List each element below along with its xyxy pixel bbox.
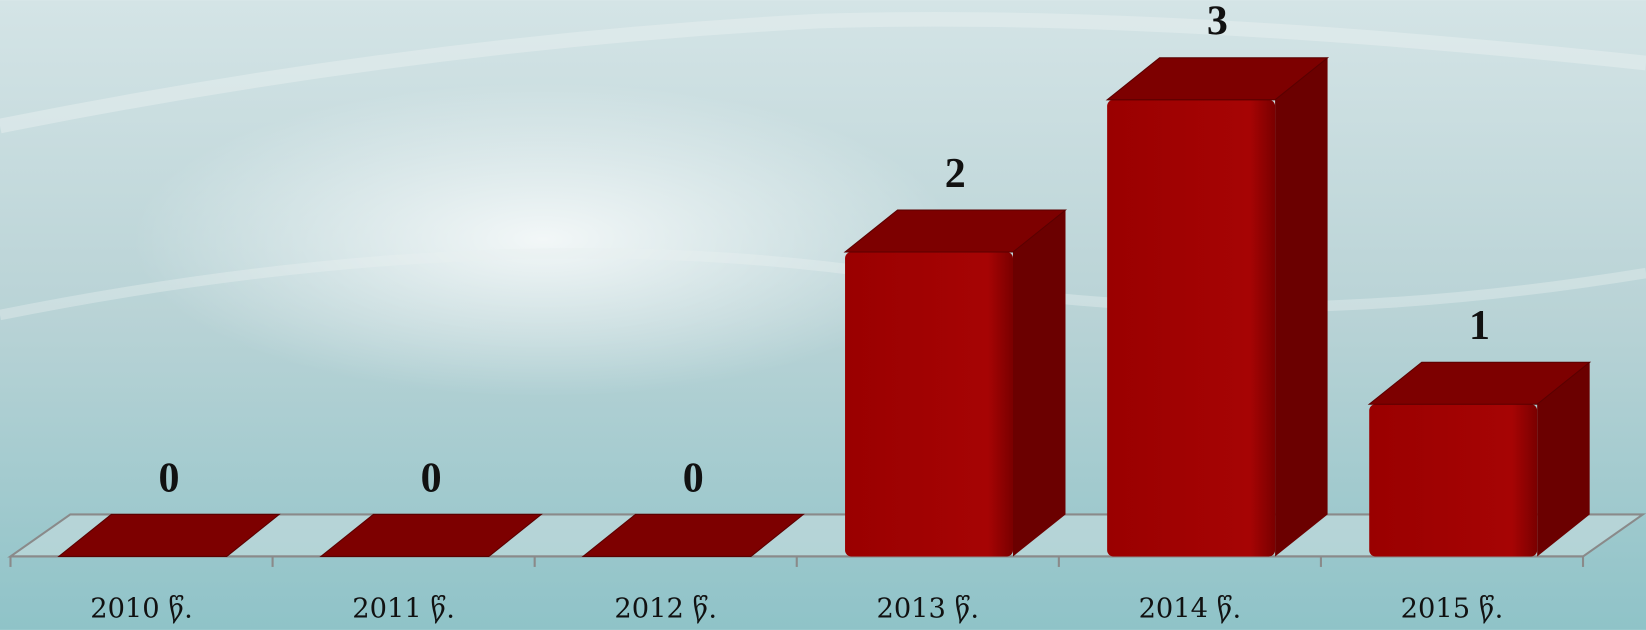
value-label: 2 <box>945 151 966 197</box>
value-label: 3 <box>1207 0 1228 45</box>
value-label: 1 <box>1469 303 1490 349</box>
bar-top <box>581 513 805 557</box>
bar <box>843 209 1067 557</box>
bar <box>1367 361 1592 557</box>
bar <box>319 513 543 557</box>
background-arc <box>0 11 1646 134</box>
x-tick-label: 2011 წ. <box>352 593 455 624</box>
x-tick-label: 2012 წ. <box>614 593 717 624</box>
x-tick-label: 2010 წ. <box>90 593 193 624</box>
bar-front <box>845 252 1014 557</box>
bar-side <box>1537 362 1590 557</box>
bar-top <box>57 513 281 557</box>
bar-top <box>1367 361 1592 405</box>
value-label: 0 <box>159 455 180 501</box>
bar-top <box>843 209 1067 253</box>
x-tick-label: 2013 წ. <box>876 593 979 624</box>
value-label: 0 <box>421 455 442 501</box>
bar-top <box>1105 57 1330 101</box>
bar-top <box>319 513 543 557</box>
bar-side <box>1275 57 1328 557</box>
bar <box>1105 57 1330 557</box>
x-tick-label: 2014 წ. <box>1139 593 1242 624</box>
bar-front <box>1369 404 1538 557</box>
bar <box>581 513 805 557</box>
value-label: 0 <box>683 455 704 501</box>
bar-side <box>1013 210 1066 557</box>
bar <box>57 513 281 557</box>
x-tick-label: 2015 წ. <box>1401 593 1504 624</box>
bar-front <box>1107 99 1276 557</box>
